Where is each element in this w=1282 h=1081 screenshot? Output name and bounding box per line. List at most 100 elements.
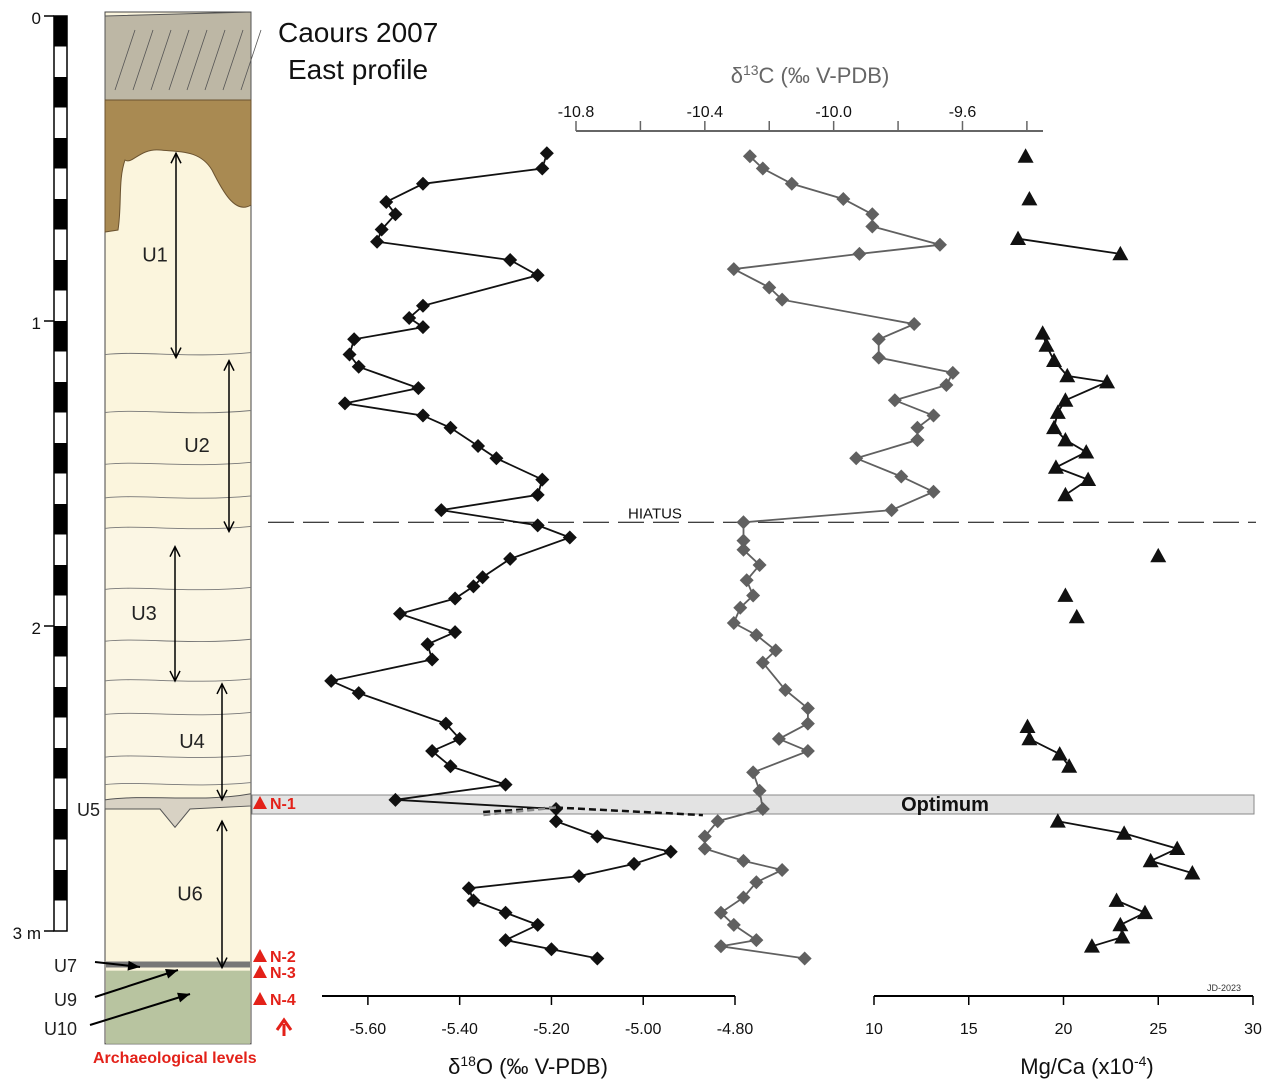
data-point xyxy=(544,942,559,957)
unit-extent-arrow-head xyxy=(223,521,235,534)
data-point xyxy=(736,515,751,530)
data-point xyxy=(1021,730,1038,746)
unit-label: U1 xyxy=(142,244,168,266)
unit-extent-arrow-head xyxy=(216,789,228,802)
scale-tick-label: 1 xyxy=(32,314,41,333)
scale-segment xyxy=(54,809,67,840)
arch-levels-arrow xyxy=(275,1017,293,1036)
side-unit-label: U7 xyxy=(54,956,77,976)
data-point xyxy=(926,408,941,423)
d13c-axis-label: δ13C (‰ V-PDB) xyxy=(731,62,890,88)
soil-hatch xyxy=(240,29,262,91)
unit-label: U4 xyxy=(179,731,205,753)
MgCa-line xyxy=(1017,237,1121,255)
data-point xyxy=(1099,374,1116,389)
data-point xyxy=(945,365,960,380)
data-point xyxy=(713,905,728,920)
d18o-tick-label: -5.40 xyxy=(441,1021,478,1038)
data-point xyxy=(800,744,815,759)
arch-level-label: N-1 xyxy=(270,796,296,813)
side-unit-label: U10 xyxy=(44,1019,77,1039)
data-point xyxy=(1083,938,1100,953)
d18O-series xyxy=(324,146,703,966)
arch-level-marker xyxy=(253,992,267,1005)
optimum-rect xyxy=(251,794,1255,815)
data-point xyxy=(530,917,545,932)
soil-layer-top xyxy=(104,11,252,101)
data-point xyxy=(498,905,513,920)
unit-label: U2 xyxy=(184,435,210,457)
dark-band xyxy=(106,961,250,968)
scale-segment xyxy=(54,138,67,169)
soil-hatch xyxy=(114,29,136,91)
arch-level-marker xyxy=(253,949,267,962)
unit-extent-arrow-head xyxy=(216,957,228,970)
data-point xyxy=(530,518,545,533)
data-point xyxy=(697,841,712,856)
d13c-tick-label: -10.4 xyxy=(687,104,724,121)
d18o-tick-label: -5.20 xyxy=(533,1021,570,1038)
data-point xyxy=(438,716,453,731)
data-point xyxy=(1046,419,1063,435)
unit-extent-arrow-head xyxy=(216,682,228,695)
data-point xyxy=(713,939,728,954)
grey-dashed-line xyxy=(482,806,557,817)
mgca-axis-label: Mg/Ca (x10-4) xyxy=(1020,1053,1154,1079)
data-point xyxy=(1150,547,1167,563)
data-point xyxy=(1108,892,1125,907)
data-point xyxy=(415,176,430,191)
data-point xyxy=(425,744,440,759)
credit-label: JD-2023 xyxy=(1207,983,1241,993)
arch-level-label: N-3 xyxy=(270,965,296,982)
data-point xyxy=(926,484,941,499)
data-point xyxy=(503,551,518,566)
data-point xyxy=(1184,865,1201,880)
d18o-tick-label: -4.80 xyxy=(717,1021,754,1038)
unit-label: U6 xyxy=(177,883,203,905)
optimum-band: Optimum xyxy=(251,794,1255,816)
scale-segment xyxy=(54,382,67,413)
data-point xyxy=(466,893,481,908)
data-point xyxy=(1112,245,1129,261)
data-point xyxy=(1034,325,1051,340)
data-point xyxy=(910,420,925,435)
data-point xyxy=(420,637,435,652)
hiatus-label: HIATUS xyxy=(628,505,682,522)
data-point xyxy=(800,716,815,731)
layer-boundary xyxy=(104,495,252,499)
unit-extent-arrow-head xyxy=(169,670,181,683)
data-point xyxy=(752,558,767,572)
data-point xyxy=(1169,840,1186,856)
data-point xyxy=(388,207,403,222)
data-point xyxy=(749,875,764,890)
data-point xyxy=(1059,367,1076,383)
layer-boundary xyxy=(104,678,252,682)
scale-segment xyxy=(54,77,67,108)
data-point xyxy=(932,237,947,252)
data-point xyxy=(535,161,550,176)
scale-segment xyxy=(54,626,67,657)
soil-hatch xyxy=(186,29,208,91)
data-point xyxy=(351,359,366,374)
side-unit-arrowhead xyxy=(165,968,178,979)
d18O-line xyxy=(555,806,703,817)
data-point xyxy=(466,579,481,594)
data-point xyxy=(1047,459,1064,474)
data-point xyxy=(443,759,458,774)
data-point xyxy=(736,533,751,548)
data-point xyxy=(746,588,761,603)
data-point xyxy=(887,393,902,408)
layer-boundary xyxy=(104,712,252,716)
scale-tick-label: 0 xyxy=(32,9,41,28)
data-point xyxy=(907,317,922,332)
data-point xyxy=(778,683,793,698)
side-unit-arrow xyxy=(94,969,179,998)
d18o-tick-label: -5.60 xyxy=(350,1021,387,1038)
data-point xyxy=(784,176,799,191)
side-unit-label: U9 xyxy=(54,990,77,1010)
data-point xyxy=(771,731,786,746)
depth-scale-bar: 0 1 2 3 m xyxy=(13,9,68,943)
d13C-series xyxy=(697,149,960,966)
data-point xyxy=(530,268,545,283)
